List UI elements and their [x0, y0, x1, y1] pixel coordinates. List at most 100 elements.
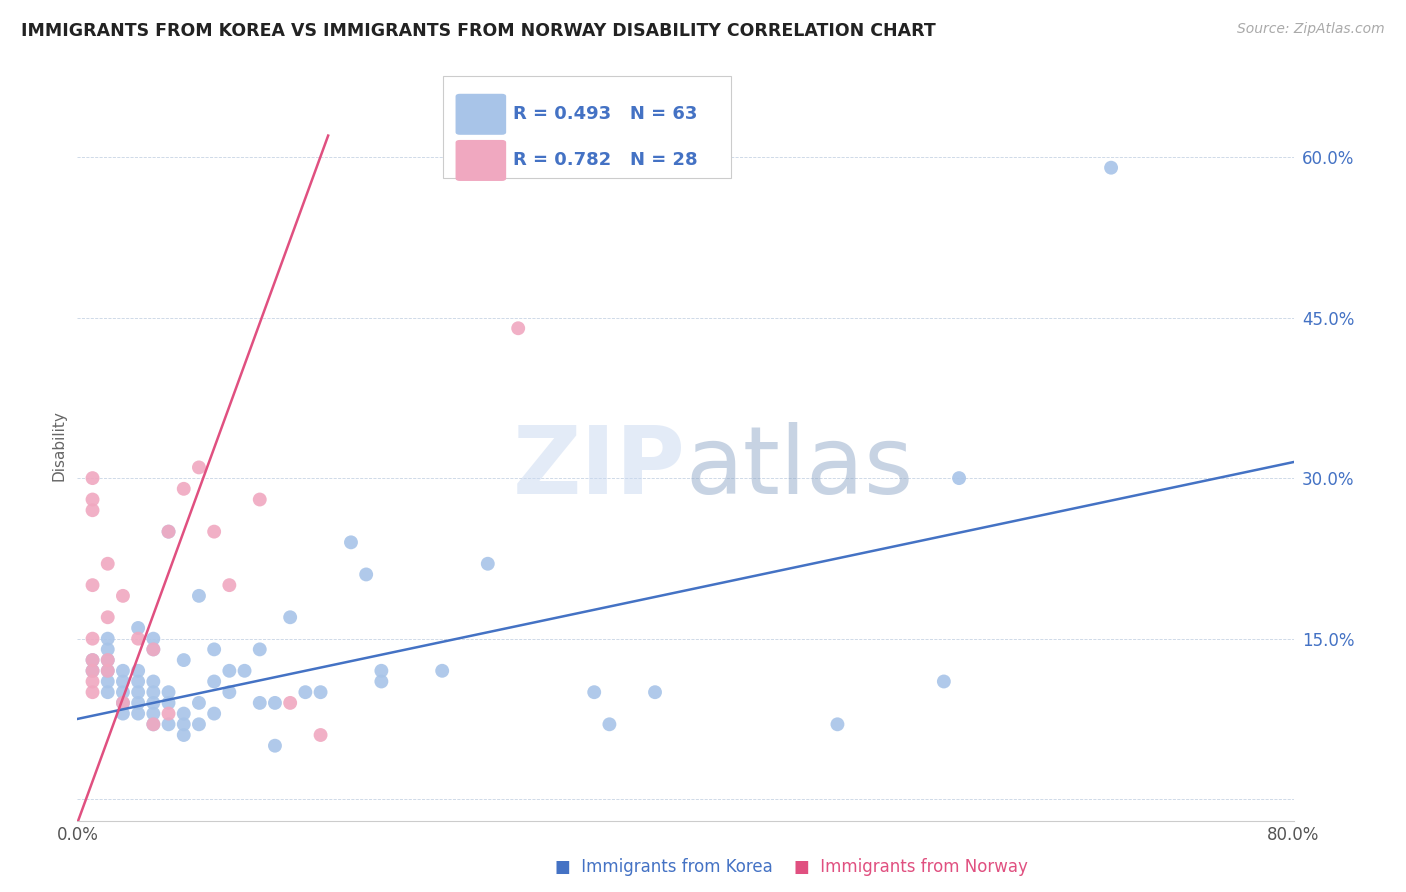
- Point: [142, 717, 165, 731]
- Point: [173, 717, 195, 731]
- Point: [370, 664, 392, 678]
- Point: [157, 685, 180, 699]
- Point: [127, 632, 149, 646]
- Point: [82, 653, 104, 667]
- Point: [82, 664, 104, 678]
- Point: [309, 685, 332, 699]
- Point: [202, 524, 225, 539]
- Point: [111, 685, 134, 699]
- Point: [142, 685, 165, 699]
- Point: [202, 706, 225, 721]
- Point: [477, 557, 499, 571]
- Text: atlas: atlas: [686, 423, 914, 515]
- Text: Source: ZipAtlas.com: Source: ZipAtlas.com: [1237, 22, 1385, 37]
- Text: R = 0.493   N = 63: R = 0.493 N = 63: [513, 105, 697, 123]
- Point: [82, 632, 104, 646]
- Point: [82, 664, 104, 678]
- Point: [142, 642, 165, 657]
- Point: [202, 642, 225, 657]
- Point: [97, 632, 120, 646]
- Point: [82, 471, 104, 485]
- Point: [97, 653, 120, 667]
- Point: [97, 653, 120, 667]
- Text: IMMIGRANTS FROM KOREA VS IMMIGRANTS FROM NORWAY DISABILITY CORRELATION CHART: IMMIGRANTS FROM KOREA VS IMMIGRANTS FROM…: [21, 22, 936, 40]
- Point: [157, 717, 180, 731]
- Text: R = 0.782   N = 28: R = 0.782 N = 28: [513, 152, 697, 169]
- Point: [932, 674, 955, 689]
- Point: [173, 653, 195, 667]
- Text: ZIP: ZIP: [513, 423, 686, 515]
- Point: [127, 696, 149, 710]
- Point: [97, 674, 120, 689]
- Point: [111, 589, 134, 603]
- Point: [354, 567, 377, 582]
- Point: [97, 664, 120, 678]
- Point: [142, 717, 165, 731]
- Point: [309, 728, 332, 742]
- Point: [97, 610, 120, 624]
- Point: [644, 685, 666, 699]
- Point: [111, 664, 134, 678]
- Point: [82, 674, 104, 689]
- Point: [82, 492, 104, 507]
- Point: [127, 621, 149, 635]
- Point: [370, 674, 392, 689]
- Point: [173, 482, 195, 496]
- Point: [82, 503, 104, 517]
- Point: [430, 664, 453, 678]
- Point: [82, 578, 104, 592]
- Point: [340, 535, 363, 549]
- Point: [249, 642, 271, 657]
- Point: [142, 674, 165, 689]
- Point: [111, 706, 134, 721]
- Point: [142, 632, 165, 646]
- Point: [278, 610, 301, 624]
- Text: ■  Immigrants from Korea: ■ Immigrants from Korea: [555, 858, 773, 876]
- Point: [142, 642, 165, 657]
- Point: [173, 728, 195, 742]
- Point: [508, 321, 530, 335]
- Point: [598, 717, 620, 731]
- Point: [278, 696, 301, 710]
- Point: [127, 706, 149, 721]
- Point: [157, 524, 180, 539]
- Point: [188, 460, 211, 475]
- Point: [157, 524, 180, 539]
- Point: [827, 717, 849, 731]
- Point: [127, 674, 149, 689]
- Point: [249, 696, 271, 710]
- Point: [97, 557, 120, 571]
- Point: [82, 653, 104, 667]
- Point: [188, 696, 211, 710]
- Point: [82, 685, 104, 699]
- Point: [583, 685, 606, 699]
- Point: [157, 706, 180, 721]
- Point: [948, 471, 970, 485]
- Point: [188, 589, 211, 603]
- Point: [127, 685, 149, 699]
- Point: [97, 685, 120, 699]
- Point: [127, 664, 149, 678]
- Point: [264, 696, 287, 710]
- Point: [218, 664, 240, 678]
- Point: [202, 674, 225, 689]
- Point: [264, 739, 287, 753]
- Point: [233, 664, 256, 678]
- Point: [111, 696, 134, 710]
- Point: [218, 578, 240, 592]
- Point: [142, 696, 165, 710]
- Point: [1099, 161, 1122, 175]
- Point: [173, 706, 195, 721]
- Point: [157, 696, 180, 710]
- Point: [218, 685, 240, 699]
- Point: [111, 674, 134, 689]
- Point: [97, 664, 120, 678]
- Point: [294, 685, 316, 699]
- Point: [142, 706, 165, 721]
- Y-axis label: Disability: Disability: [51, 410, 66, 482]
- Point: [188, 717, 211, 731]
- Point: [97, 642, 120, 657]
- Point: [249, 492, 271, 507]
- Point: [111, 696, 134, 710]
- Text: ■  Immigrants from Norway: ■ Immigrants from Norway: [794, 858, 1028, 876]
